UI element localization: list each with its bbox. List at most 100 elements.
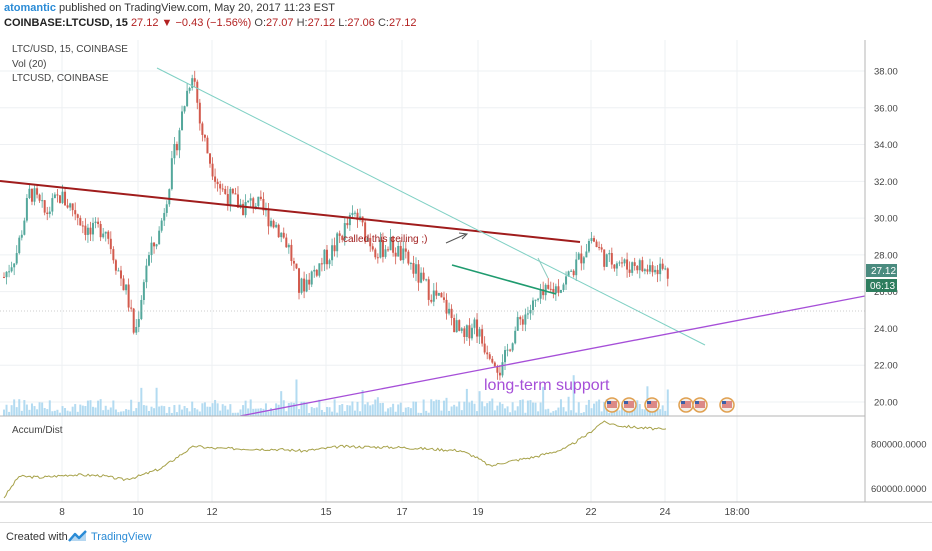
open-value: 27.07 xyxy=(266,17,294,29)
volume-bar xyxy=(165,412,168,416)
candle-body xyxy=(587,240,590,252)
candle-body xyxy=(504,350,507,363)
candle-body xyxy=(298,268,301,293)
volume-bar xyxy=(178,404,181,416)
candle-body xyxy=(529,309,532,314)
volume-bar xyxy=(618,410,621,416)
candle-body xyxy=(18,237,21,254)
candle-body xyxy=(455,320,458,333)
candle-body xyxy=(381,239,384,257)
candle-body xyxy=(618,262,621,264)
accum-dist-line xyxy=(3,420,667,499)
volume-bar xyxy=(97,400,100,416)
volume-bar xyxy=(620,404,623,416)
candle-body xyxy=(244,202,247,216)
volume-bar xyxy=(376,397,379,416)
us-flag-icon[interactable] xyxy=(604,397,620,413)
us-flag-icon[interactable] xyxy=(719,397,735,413)
volume-bar xyxy=(112,400,115,416)
candle-body xyxy=(183,106,186,112)
candle-body xyxy=(595,241,598,248)
candle-body xyxy=(440,292,443,298)
author-link[interactable]: atomantic xyxy=(4,2,56,14)
volume-bar xyxy=(470,400,473,416)
volume-bar xyxy=(343,411,346,416)
volume-bar xyxy=(498,402,501,416)
time-axis-labels: 8 10 12 15 17 19 22 24 18:00 xyxy=(59,507,750,518)
us-flag-icon[interactable] xyxy=(644,397,660,413)
channel-upper-line[interactable] xyxy=(537,257,549,279)
volume-bar xyxy=(491,398,494,416)
candle-body xyxy=(356,212,359,221)
high-value: 27.12 xyxy=(307,17,336,29)
candle-body xyxy=(53,194,56,199)
volume-bar xyxy=(455,406,458,416)
volume-bar xyxy=(549,412,552,416)
volume-bar xyxy=(252,408,255,416)
candle-body xyxy=(585,251,588,258)
symbol-label[interactable]: COINBASE:LTCUSD, 15 xyxy=(4,17,128,29)
us-flag-icon[interactable] xyxy=(692,397,708,413)
candle-body xyxy=(442,297,445,300)
arrow-head-icon xyxy=(458,232,469,240)
candle-body xyxy=(186,90,189,107)
volume-bar xyxy=(542,386,545,416)
candle-body xyxy=(496,366,499,373)
resistance-line[interactable] xyxy=(0,180,581,243)
candle-body xyxy=(427,279,430,300)
time-tick-label: 12 xyxy=(206,507,218,518)
candle-body xyxy=(61,191,64,203)
accum-dist-series xyxy=(3,420,667,499)
volume-bar xyxy=(104,405,107,416)
candle-body xyxy=(305,279,308,292)
support-note[interactable]: long-term support xyxy=(484,377,610,394)
candle-body xyxy=(318,263,321,276)
ceiling-note[interactable]: called this ceiling ;) xyxy=(343,234,427,245)
candle-body xyxy=(562,284,565,291)
downtrend-line[interactable] xyxy=(156,67,706,346)
channel-line[interactable] xyxy=(451,264,557,295)
tradingview-link[interactable]: TradingView xyxy=(91,531,152,543)
candle-body xyxy=(125,284,128,291)
us-flag-icon[interactable] xyxy=(678,397,694,413)
volume-bar xyxy=(18,399,21,416)
candle-body xyxy=(491,358,494,363)
price-chart[interactable]: called this ceiling ;) long-term support… xyxy=(0,40,932,522)
candles xyxy=(3,70,669,381)
volume-bar xyxy=(412,401,415,416)
candle-body xyxy=(262,198,265,211)
candle-body xyxy=(313,269,316,272)
us-flag-icon[interactable] xyxy=(621,397,637,413)
volume-bar xyxy=(453,404,456,416)
volume-bar xyxy=(664,410,667,416)
candle-body xyxy=(463,328,466,337)
candle-body xyxy=(407,251,410,264)
volume-bar xyxy=(198,411,201,416)
candle-body xyxy=(338,233,341,236)
volume-bar xyxy=(186,408,189,416)
legend-volume[interactable]: Vol (20) xyxy=(12,59,46,70)
volume-bar xyxy=(537,411,540,416)
candle-body xyxy=(615,263,618,269)
tradingview-logo-icon[interactable] xyxy=(68,529,88,543)
volume-bar xyxy=(351,401,354,416)
price-tick-label: 38.00 xyxy=(874,67,898,78)
long-term-support-line[interactable] xyxy=(239,295,865,416)
volume-bar xyxy=(229,404,232,416)
candle-body xyxy=(173,144,176,159)
legend-compare[interactable]: LTCUSD, COINBASE xyxy=(12,73,109,84)
candle-body xyxy=(534,299,537,301)
volume-bar xyxy=(244,400,247,416)
time-tick-label: 8 xyxy=(59,507,65,518)
candle-body xyxy=(107,231,110,239)
time-axis[interactable] xyxy=(0,502,865,522)
candle-body xyxy=(147,255,150,266)
candle-body xyxy=(325,249,328,265)
legend-symbol[interactable]: LTC/USD, 15, COINBASE xyxy=(12,44,128,55)
time-tick-label: 10 xyxy=(132,507,144,518)
volume-bar xyxy=(168,406,171,416)
candle-body xyxy=(41,200,44,202)
price-axis-labels: 20.00 22.00 24.00 26.00 28.00 30.00 32.00 34.00… xyxy=(874,67,898,409)
candle-body xyxy=(119,270,122,279)
volume-bar xyxy=(409,408,412,416)
